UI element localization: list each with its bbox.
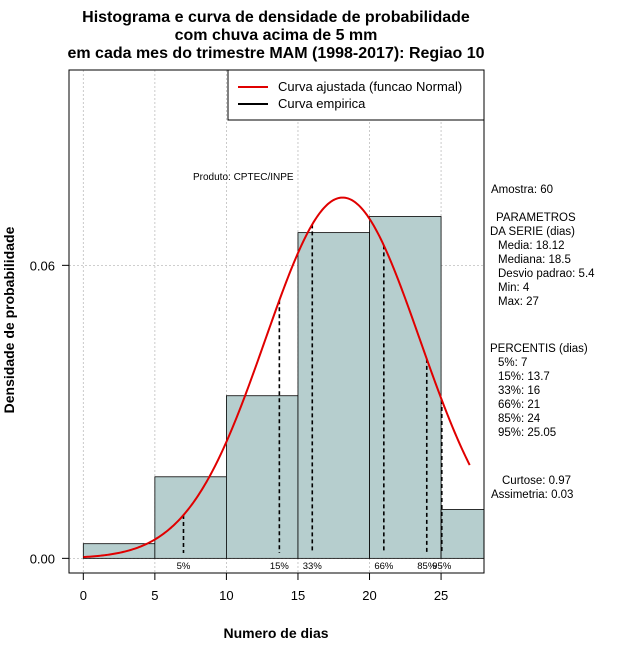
p66-text: 66%: 21 — [498, 399, 540, 411]
y-tick-label-1: 0.06 — [30, 258, 55, 273]
produto-annotation: Produto: CPTEC/INPE — [193, 172, 294, 183]
histogram-bars — [82, 216, 485, 559]
histogram-bar-3 — [297, 232, 370, 559]
histogram-bar-4 — [369, 216, 442, 559]
title-line-3: em cada mes do trimestre MAM (1998-2017)… — [67, 45, 484, 62]
percentile-label-2: 33% — [303, 561, 323, 572]
title-line-1: Histograma e curva de densidade de proba… — [82, 9, 470, 26]
percentile-label-4: 85% — [417, 561, 437, 572]
histogram-bar-1 — [154, 476, 227, 559]
normal-curve — [83, 196, 471, 559]
percentile-label-3: 66% — [374, 561, 394, 572]
p33-text: 33%: 16 — [498, 385, 540, 397]
percentis-title: PERCENTIS (dias) — [490, 343, 588, 355]
histogram-bar-5 — [440, 509, 485, 559]
histogram-bar-2 — [226, 395, 299, 559]
p85-text: 85%: 24 — [498, 413, 541, 425]
legend: Curva ajustada (funcao Normal) Curva emp… — [227, 69, 485, 121]
x-tick-label-4: 20 — [362, 588, 376, 603]
desvio-text: Desvio padrao: 5.4 — [498, 268, 595, 280]
parametros-title: PARAMETROS — [496, 212, 576, 224]
statistics-panel: Amostra: 60 PARAMETROS DA SERIE (dias) M… — [490, 184, 595, 501]
normal-curve-line — [83, 196, 471, 559]
mediana-text: Mediana: 18.5 — [498, 254, 571, 266]
parametros-subtitle: DA SERIE (dias) — [490, 226, 575, 238]
min-text: Min: 4 — [498, 282, 530, 294]
percentile-lines: 5% 15% 33% 66% 85%95% — [177, 224, 452, 572]
curtose-text: Curtose: 0.97 — [502, 475, 571, 487]
legend-label-normal: Curva ajustada (funcao Normal) — [278, 79, 462, 94]
title-line-2: com chuva acima de 5 mm — [175, 27, 378, 44]
chart-title: Histograma e curva de densidade de proba… — [67, 9, 484, 62]
percentile-label-1: 15% — [270, 561, 290, 572]
p15-text: 15%: 13.7 — [498, 371, 550, 383]
x-tick-label-3: 15 — [291, 588, 305, 603]
media-text: Media: 18.12 — [498, 240, 565, 252]
x-axis-title: Numero de dias — [223, 625, 328, 641]
p5-text: 5%: 7 — [498, 357, 527, 369]
x-axis: 0 5 10 15 20 25 — [80, 572, 448, 603]
legend-label-empirica: Curva empirica — [278, 96, 366, 111]
p95-text: 95%: 25.05 — [498, 427, 556, 439]
y-axis: 0.00 0.06 — [30, 258, 70, 566]
percentile-label-5: 95% — [432, 561, 452, 572]
amostra-text: Amostra: 60 — [491, 184, 553, 196]
x-tick-label-5: 25 — [434, 588, 448, 603]
x-tick-label-1: 5 — [151, 588, 158, 603]
assimetria-text: Assimetria: 0.03 — [491, 489, 573, 501]
percentile-label-0: 5% — [177, 561, 191, 572]
y-tick-label-0: 0.00 — [30, 551, 55, 566]
y-axis-title: Densidade de probabilidade — [1, 226, 17, 413]
x-tick-label-2: 10 — [219, 588, 233, 603]
legend-box — [227, 69, 485, 121]
x-tick-label-0: 0 — [80, 588, 87, 603]
max-text: Max: 27 — [498, 296, 539, 308]
